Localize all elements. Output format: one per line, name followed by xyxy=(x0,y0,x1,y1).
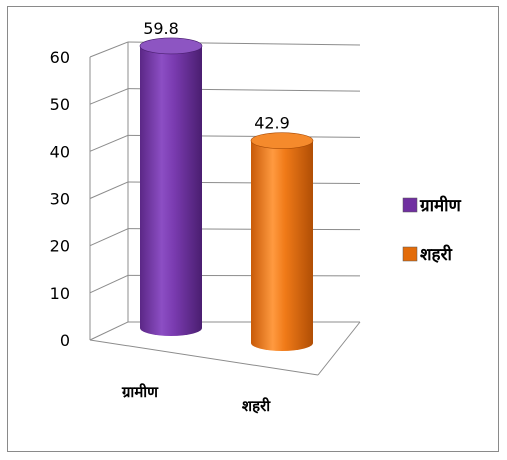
data-label: 42.9 xyxy=(254,114,290,133)
y-tick-label: 40 xyxy=(50,142,70,161)
side-gridline xyxy=(89,228,129,247)
legend-label: ग्रामीण xyxy=(419,195,462,216)
side-gridline xyxy=(89,88,129,105)
y-tick-label: 30 xyxy=(50,190,70,209)
legend-swatch xyxy=(402,246,418,262)
floor-right-edge xyxy=(317,321,361,376)
legend-swatch xyxy=(402,197,418,213)
bar-cylinder-top xyxy=(139,37,203,55)
y-tick-label: 10 xyxy=(50,284,70,303)
x-category-label: शहरी xyxy=(242,397,271,415)
bar-cylinder-body xyxy=(140,45,202,337)
side-gridline xyxy=(89,321,129,341)
side-gridline xyxy=(89,41,129,58)
y-tick-label: 20 xyxy=(50,237,70,256)
x-category-label: ग्रामीण xyxy=(121,383,159,401)
bar-cylinder-body xyxy=(251,140,313,351)
data-label: 59.8 xyxy=(143,19,179,38)
bar-cylinder-top xyxy=(250,132,314,149)
side-gridline xyxy=(89,181,129,199)
floor-front-edge xyxy=(89,339,319,376)
y-tick-label: 60 xyxy=(50,48,70,67)
legend-label: शहरी xyxy=(420,244,453,265)
y-tick-label: 50 xyxy=(50,95,70,114)
side-gridline xyxy=(89,134,129,152)
side-gridline xyxy=(89,274,129,294)
y-tick-label: 0 xyxy=(60,331,70,350)
